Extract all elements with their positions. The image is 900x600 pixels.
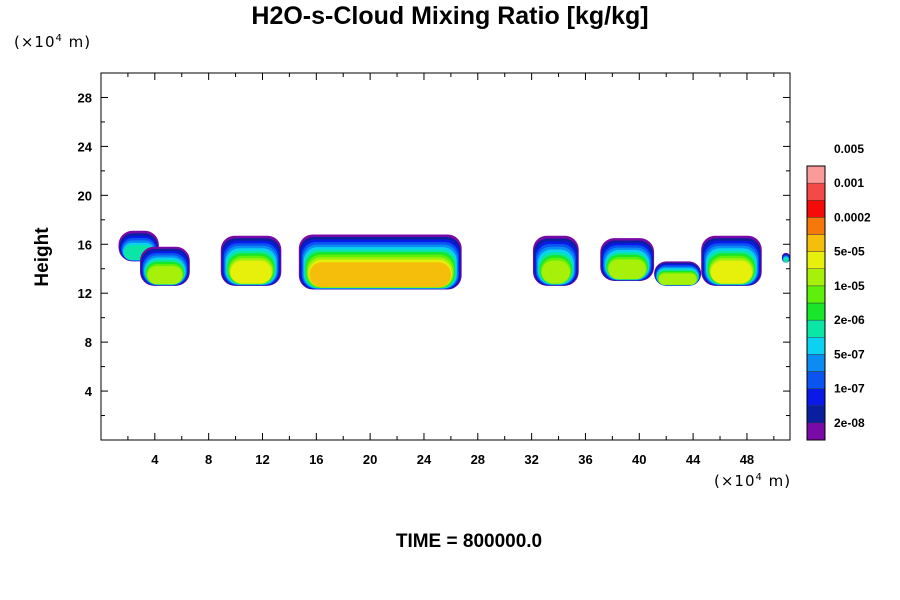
x-axis-unit: (×104 m) [714,472,791,490]
cloud [654,261,702,286]
cloud [140,246,190,286]
colorbar-label: 1e-07 [834,382,865,396]
colorbar-swatch [806,337,826,355]
colorbar-swatch [806,319,826,338]
cloud-contour [608,259,646,280]
cloud-contour [710,260,753,284]
y-unit-tail: m) [62,33,92,51]
colorbar-swatch [806,354,826,372]
cloud-contour [230,260,272,284]
cloud-contour [309,262,452,288]
cloud [701,235,762,286]
colorbar-swatch [806,217,826,235]
y-tick-label: 4 [85,384,93,399]
x-tick-label: 24 [417,452,432,467]
cloud [532,235,579,286]
y-tick-label: 24 [78,139,93,154]
colorbar-frame [806,165,826,441]
colorbar-swatch [806,302,826,321]
y-tick-label: 16 [78,237,92,252]
cloud-contour [541,260,571,284]
x-tick-label: 8 [205,452,212,467]
cloud-contour [783,257,789,263]
cloud [600,238,655,281]
x-tick-label: 20 [363,452,377,467]
cloud [298,234,462,290]
colorbar-swatch [806,405,826,424]
y-tick-label: 8 [85,335,92,350]
chart-title: H2O-s-Cloud Mixing Ratio [kg/kg] [251,2,649,30]
y-unit-exponent: 4 [55,33,63,44]
colorbar-swatch [806,182,826,201]
time-label: TIME = 800000.0 [395,531,543,552]
plot-frame [100,72,791,441]
x-tick-label: 16 [309,452,323,467]
x-tick-label: 44 [686,452,701,467]
x-unit-base: (×10 [714,472,756,490]
y-tick-label: 28 [78,90,92,105]
x-unit-exponent: 4 [755,472,763,483]
colorbar-swatch [806,422,826,441]
colorbar-swatch [806,268,826,287]
colorbar-label: 5e-07 [834,347,865,361]
cloud-contour [147,266,183,285]
colorbar-label: 5e-05 [834,245,865,259]
colorbar-swatch [806,234,826,252]
cloud-field [118,230,790,290]
colorbar-label: 1e-05 [834,279,865,293]
cloud [220,235,282,286]
x-tick-label: 48 [740,452,754,467]
colorbar-swatch [806,388,826,406]
colorbar-label: 0.0002 [834,210,871,224]
x-tick-label: 28 [471,452,485,467]
y-tick-label: 12 [78,286,92,301]
x-tick-label: 40 [632,452,646,467]
y-unit-base: (×10 [14,33,56,51]
colorbar-swatch [806,285,826,304]
x-tick-label: 32 [524,452,538,467]
x-tick-label: 36 [578,452,592,467]
colorbar-label: 0.005 [834,142,864,156]
cloud-contour [658,273,697,285]
colorbar-swatch [806,165,826,184]
colorbar-swatch [806,371,826,389]
colorbar-swatch [806,251,826,269]
x-tick-label: 12 [255,452,269,467]
colorbar-label: 2e-08 [834,416,865,430]
colorbar-label: 2e-06 [834,313,865,327]
x-tick-label: 4 [151,452,159,467]
colorbar-label: 0.001 [834,176,864,190]
cloud [781,252,790,263]
x-unit-tail: m) [762,472,792,490]
y-axis-unit: (×104 m) [14,33,91,51]
colorbar-swatch [806,200,826,218]
y-tick-label: 20 [78,188,92,203]
